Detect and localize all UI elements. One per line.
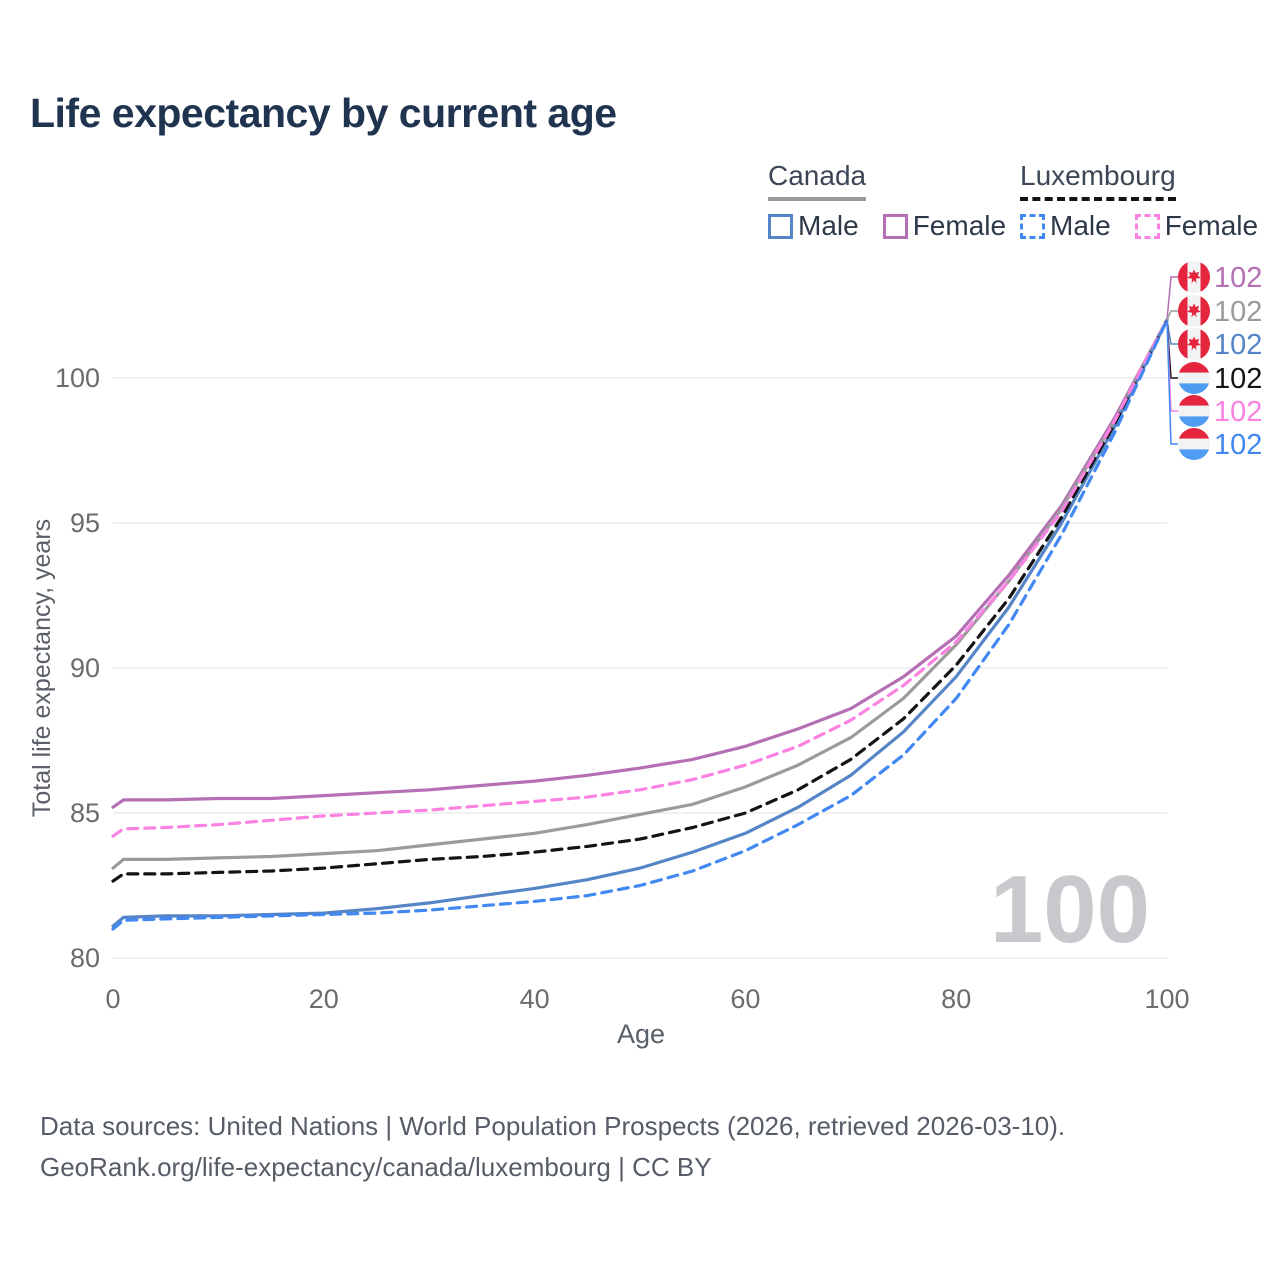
end-value-label: 102: [1214, 296, 1262, 328]
x-axis-title: Age: [617, 1019, 665, 1049]
legend-item-luxembourg-male[interactable]: Male: [1020, 210, 1111, 242]
y-axis-title: Total life expectancy, years: [28, 519, 56, 817]
legend-group-luxembourg: Luxembourg Male Female: [1020, 160, 1280, 242]
x-tick-label: 80: [941, 984, 971, 1014]
legend-item-label: Female: [912, 210, 1007, 241]
line-luxembourg-male: [111, 318, 1169, 931]
end-label-connector: [1166, 276, 1178, 321]
end-value-label: 102: [1214, 262, 1262, 294]
legend-item-label: Male: [1050, 210, 1111, 241]
footer: Data sources: United Nations | World Pop…: [40, 1106, 1065, 1188]
legend-item-luxembourg-female[interactable]: Female: [1134, 210, 1259, 242]
end-value-label: 102: [1214, 363, 1262, 395]
y-tick-label: 100: [55, 363, 100, 393]
canada-male-swatch-icon: [768, 213, 793, 239]
y-tick-label: 95: [70, 508, 100, 538]
x-tick-label: 60: [730, 984, 760, 1014]
x-tick-label: 100: [1144, 984, 1189, 1014]
luxembourg-female-swatch-icon: [1134, 213, 1160, 239]
end-value-label: 102: [1214, 396, 1262, 428]
legend-item-canada-female[interactable]: Female: [882, 210, 1007, 242]
luxembourg-flag-icon: [1178, 428, 1210, 460]
x-tick-label: 40: [520, 984, 550, 1014]
legend-group-canada: Canada Male Female: [768, 160, 1030, 242]
page-title: Life expectancy by current age: [30, 90, 617, 136]
legend-item-label: Male: [798, 210, 859, 241]
y-tick-label: 80: [70, 943, 100, 973]
legend-title-luxembourg[interactable]: Luxembourg: [1020, 160, 1176, 201]
footer-data-sources: Data sources: United Nations | World Pop…: [40, 1111, 1066, 1141]
y-tick-label: 90: [70, 653, 100, 683]
maple-leaf-icon: [1187, 269, 1201, 284]
canada-flag-icon: [1178, 328, 1210, 360]
legend-title-canada[interactable]: Canada: [768, 160, 867, 201]
chart-area: 80 85 90 95 100 0 20 40 60 80 100 Age Total life exp…: [0, 250, 1280, 1080]
line-chart: 80 85 90 95 100 0 20 40 60 80 100 Age Total life exp…: [28, 261, 1262, 1049]
end-value-label: 102: [1214, 329, 1262, 361]
end-label-connector: [1166, 310, 1178, 321]
y-tick-label: 85: [70, 798, 100, 828]
end-label-connector: [1166, 319, 1178, 445]
legend-item-canada-male[interactable]: Male: [768, 210, 859, 242]
line-luxembourg-female: [111, 318, 1169, 838]
maple-leaf-icon: [1187, 303, 1201, 318]
luxembourg-male-swatch-icon: [1020, 213, 1045, 239]
x-tick-label: 0: [105, 984, 120, 1014]
end-value-label: 102: [1214, 429, 1262, 461]
end-label-connector: [1166, 319, 1178, 345]
line-canada-male: [111, 318, 1169, 928]
x-tick-label: 20: [309, 984, 339, 1014]
luxembourg-flag-icon: [1178, 395, 1210, 427]
luxembourg-flag-icon: [1178, 362, 1210, 394]
canada-female-swatch-icon: [882, 213, 908, 239]
line-canada-all: [111, 318, 1169, 870]
line-canada-female: [111, 318, 1169, 809]
line-luxembourg-all: [111, 318, 1169, 883]
canada-flag-icon: [1178, 261, 1210, 293]
maple-leaf-icon: [1187, 336, 1201, 351]
canada-flag-icon: [1178, 295, 1210, 327]
watermark-age-100: 100: [989, 856, 1150, 963]
legend-item-label: Female: [1164, 210, 1259, 241]
footer-attribution: GeoRank.org/life-expectancy/canada/luxem…: [40, 1152, 712, 1182]
